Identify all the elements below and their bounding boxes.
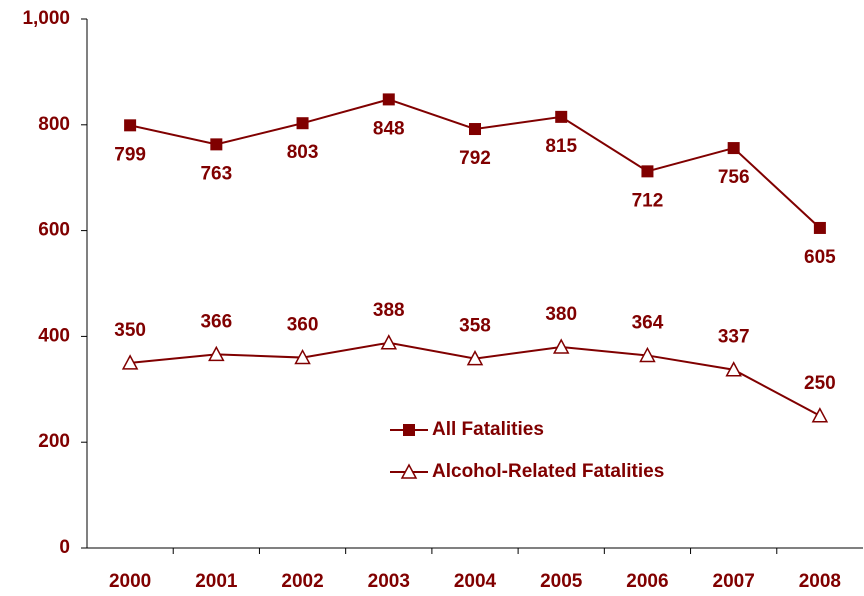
data-label: 366 bbox=[200, 311, 232, 332]
data-label: 605 bbox=[804, 247, 836, 268]
y-tick-label: 800 bbox=[38, 114, 70, 135]
data-label: 799 bbox=[114, 144, 146, 165]
marker bbox=[813, 221, 826, 234]
legend-label: All Fatalities bbox=[432, 419, 544, 440]
x-tick-label: 2008 bbox=[799, 571, 841, 592]
marker bbox=[469, 123, 481, 136]
marker bbox=[121, 354, 139, 370]
x-tick-label: 2003 bbox=[368, 571, 410, 592]
data-label: 756 bbox=[718, 167, 750, 188]
data-label: 763 bbox=[200, 163, 232, 184]
y-tick-label: 400 bbox=[38, 325, 70, 346]
data-label: 360 bbox=[287, 315, 319, 336]
marker bbox=[725, 361, 742, 377]
x-tick-label: 2007 bbox=[713, 571, 755, 592]
marker bbox=[296, 117, 309, 130]
marker bbox=[294, 348, 311, 365]
x-tick-label: 2004 bbox=[454, 571, 497, 592]
data-label: 848 bbox=[373, 118, 405, 139]
y-tick-label: 600 bbox=[38, 220, 70, 241]
data-label: 358 bbox=[459, 316, 491, 337]
marker bbox=[811, 407, 829, 423]
marker bbox=[400, 463, 418, 479]
marker bbox=[208, 345, 225, 362]
data-label: 364 bbox=[632, 312, 664, 333]
data-label: 388 bbox=[373, 300, 405, 321]
data-label: 792 bbox=[459, 148, 491, 169]
marker bbox=[727, 142, 740, 155]
marker bbox=[124, 119, 137, 132]
legend-label: Alcohol-Related Fatalities bbox=[432, 461, 664, 482]
marker bbox=[639, 346, 656, 363]
data-label: 350 bbox=[114, 320, 146, 341]
data-label: 712 bbox=[632, 190, 664, 211]
x-tick-label: 2001 bbox=[195, 571, 238, 592]
data-label: 337 bbox=[718, 327, 750, 348]
x-tick-label: 2006 bbox=[626, 571, 668, 592]
marker bbox=[552, 338, 570, 354]
data-label: 803 bbox=[287, 142, 319, 163]
data-label: 250 bbox=[804, 373, 836, 394]
marker bbox=[380, 334, 398, 350]
marker bbox=[555, 110, 568, 123]
y-tick-label: 1,000 bbox=[22, 8, 70, 29]
x-tick-label: 2002 bbox=[281, 571, 323, 592]
y-tick-label: 200 bbox=[38, 431, 70, 452]
y-tick-label: 0 bbox=[59, 537, 70, 558]
marker bbox=[382, 93, 395, 106]
marker bbox=[403, 424, 415, 436]
marker bbox=[466, 350, 484, 366]
marker bbox=[210, 138, 223, 151]
x-tick-label: 2000 bbox=[109, 571, 151, 592]
data-label: 380 bbox=[545, 304, 577, 325]
data-label: 815 bbox=[545, 136, 577, 157]
marker bbox=[641, 165, 654, 178]
x-tick-label: 2005 bbox=[540, 571, 583, 592]
